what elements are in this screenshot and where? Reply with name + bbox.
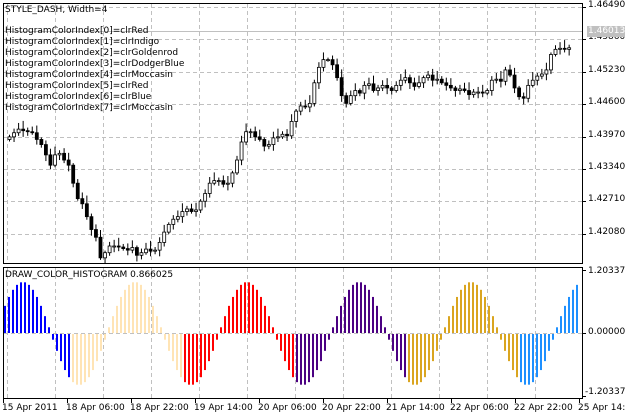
- time-tick: 18 Apr 06:00: [66, 403, 125, 413]
- price-tick: 1.44600: [588, 97, 625, 107]
- price-tick: 1.45230: [588, 65, 625, 75]
- legend-line: HistogramColorIndex[5]=clrRed: [5, 81, 149, 91]
- indicator-tick: 1.203372: [588, 266, 625, 276]
- time-tick: 15 Apr 2011: [2, 403, 58, 413]
- current-price-label: 1.46013: [587, 26, 625, 37]
- legend-line: HistogramColorIndex[2]=clrGoldenrod: [5, 48, 179, 58]
- price-tick: 1.42080: [588, 227, 625, 237]
- time-tick: 20 Apr 06:00: [258, 403, 317, 413]
- main-chart-title: STYLE_DASH, Width=4: [5, 5, 108, 15]
- price-tick: 1.43340: [588, 162, 625, 172]
- time-tick: 22 Apr 22:00: [514, 403, 573, 413]
- time-tick: 22 Apr 06:00: [450, 403, 509, 413]
- time-tick: 21 Apr 14:00: [386, 403, 445, 413]
- indicator-tick: -1.203372: [585, 387, 625, 397]
- time-tick: 20 Apr 22:00: [322, 403, 381, 413]
- legend-line: HistogramColorIndex[4]=clrMoccasin: [5, 70, 173, 80]
- price-tick: 1.46490: [588, 0, 625, 10]
- time-tick: 25 Apr 14:00: [578, 403, 625, 413]
- legend-line: HistogramColorIndex[1]=clrIndigo: [5, 37, 160, 47]
- time-tick: 19 Apr 14:00: [194, 403, 253, 413]
- legend-line: HistogramColorIndex[6]=clrBlue: [5, 92, 152, 102]
- time-tick: 18 Apr 22:00: [130, 403, 189, 413]
- color-index-legend: HistogramColorIndex[0]=clrRed HistogramC…: [5, 26, 184, 114]
- indicator-tick: 0.000000: [588, 327, 625, 337]
- price-tick: 1.42710: [588, 194, 625, 204]
- legend-line: HistogramColorIndex[3]=clrDodgerBlue: [5, 59, 185, 69]
- main-panel-frame: [3, 3, 583, 264]
- price-tick: 1.43970: [588, 130, 625, 140]
- indicator-title: DRAW_COLOR_HISTOGRAM 0.866025: [5, 270, 174, 280]
- price-tick: 1.45860: [588, 32, 625, 42]
- legend-line: HistogramColorIndex[7]=clrMoccasin: [5, 103, 173, 113]
- legend-line: HistogramColorIndex[0]=clrRed: [5, 26, 149, 36]
